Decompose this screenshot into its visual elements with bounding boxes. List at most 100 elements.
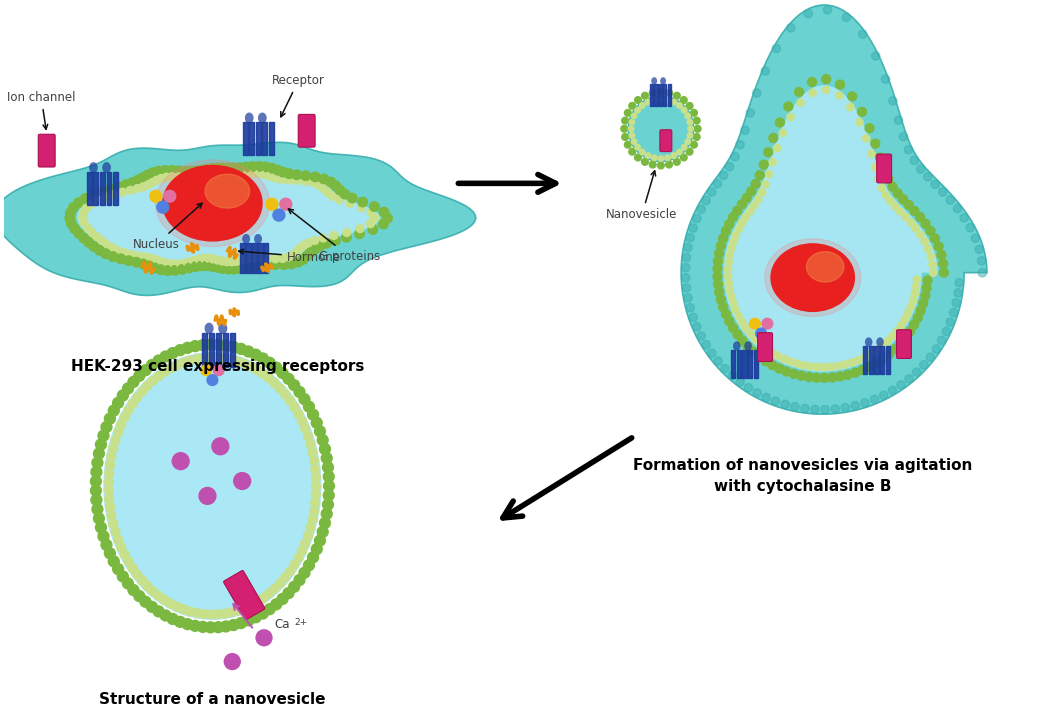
Circle shape	[70, 224, 79, 234]
Bar	[243, 122, 247, 155]
Circle shape	[312, 417, 322, 429]
Circle shape	[245, 261, 255, 271]
Circle shape	[687, 120, 693, 125]
Circle shape	[110, 190, 118, 199]
Circle shape	[227, 608, 236, 617]
Circle shape	[323, 481, 335, 491]
Circle shape	[847, 103, 854, 110]
Circle shape	[758, 189, 766, 197]
Circle shape	[162, 173, 170, 181]
Circle shape	[281, 390, 290, 399]
Circle shape	[952, 298, 960, 307]
Circle shape	[189, 257, 197, 265]
Circle shape	[228, 619, 239, 631]
Circle shape	[883, 174, 893, 184]
Circle shape	[693, 323, 701, 331]
Circle shape	[321, 508, 332, 519]
Circle shape	[714, 357, 722, 365]
Circle shape	[234, 357, 242, 366]
Circle shape	[665, 97, 670, 103]
Circle shape	[312, 490, 320, 499]
Circle shape	[109, 444, 117, 453]
Circle shape	[112, 564, 124, 575]
Circle shape	[300, 424, 310, 433]
Circle shape	[94, 513, 104, 524]
Circle shape	[378, 219, 389, 229]
Circle shape	[249, 169, 258, 177]
Circle shape	[108, 405, 119, 416]
Circle shape	[258, 608, 268, 619]
Circle shape	[804, 372, 814, 382]
Bar	[875, 346, 879, 374]
Circle shape	[265, 589, 273, 598]
Circle shape	[160, 610, 171, 621]
Circle shape	[123, 383, 133, 394]
Circle shape	[749, 347, 757, 356]
Circle shape	[128, 399, 137, 408]
Circle shape	[153, 177, 160, 184]
Circle shape	[220, 621, 232, 632]
Bar	[222, 333, 228, 367]
Circle shape	[635, 108, 640, 113]
Circle shape	[868, 350, 875, 357]
Text: Nucleus: Nucleus	[133, 203, 203, 251]
Circle shape	[691, 110, 697, 116]
Circle shape	[790, 370, 798, 378]
Circle shape	[149, 179, 156, 187]
Circle shape	[124, 557, 133, 566]
Circle shape	[271, 260, 281, 269]
Circle shape	[732, 306, 740, 314]
Circle shape	[108, 252, 117, 261]
Circle shape	[971, 234, 980, 242]
Circle shape	[250, 612, 261, 623]
Circle shape	[113, 535, 123, 544]
Circle shape	[234, 473, 250, 489]
Circle shape	[658, 96, 664, 102]
Circle shape	[771, 397, 779, 405]
Circle shape	[102, 240, 110, 248]
Circle shape	[294, 553, 302, 562]
Circle shape	[177, 260, 184, 268]
Circle shape	[747, 330, 754, 337]
Circle shape	[212, 438, 229, 455]
Circle shape	[843, 13, 851, 21]
Circle shape	[294, 387, 304, 397]
Circle shape	[81, 194, 90, 203]
Circle shape	[629, 103, 636, 109]
Circle shape	[689, 313, 697, 322]
Circle shape	[250, 349, 261, 360]
Circle shape	[213, 163, 222, 173]
Circle shape	[762, 357, 770, 365]
Bar	[655, 84, 658, 106]
Circle shape	[676, 150, 683, 155]
Polygon shape	[77, 170, 380, 267]
Circle shape	[266, 172, 274, 180]
Circle shape	[934, 242, 943, 251]
Circle shape	[112, 397, 124, 408]
Circle shape	[118, 188, 127, 196]
Circle shape	[904, 310, 911, 317]
Circle shape	[79, 234, 88, 243]
Circle shape	[101, 249, 110, 258]
Circle shape	[263, 260, 272, 269]
Circle shape	[154, 167, 163, 176]
Circle shape	[267, 164, 276, 173]
Circle shape	[753, 389, 762, 397]
Circle shape	[243, 615, 254, 626]
Circle shape	[172, 602, 182, 612]
Circle shape	[261, 171, 269, 179]
Circle shape	[259, 594, 268, 602]
Bar	[863, 346, 868, 374]
Circle shape	[787, 23, 795, 32]
Circle shape	[138, 173, 148, 182]
Circle shape	[769, 134, 778, 142]
Circle shape	[822, 86, 830, 93]
Circle shape	[106, 184, 115, 194]
Ellipse shape	[771, 244, 854, 311]
Circle shape	[183, 258, 191, 266]
Circle shape	[308, 515, 317, 524]
Circle shape	[960, 214, 968, 222]
FancyBboxPatch shape	[223, 570, 265, 619]
Circle shape	[94, 197, 102, 204]
Circle shape	[227, 355, 236, 364]
